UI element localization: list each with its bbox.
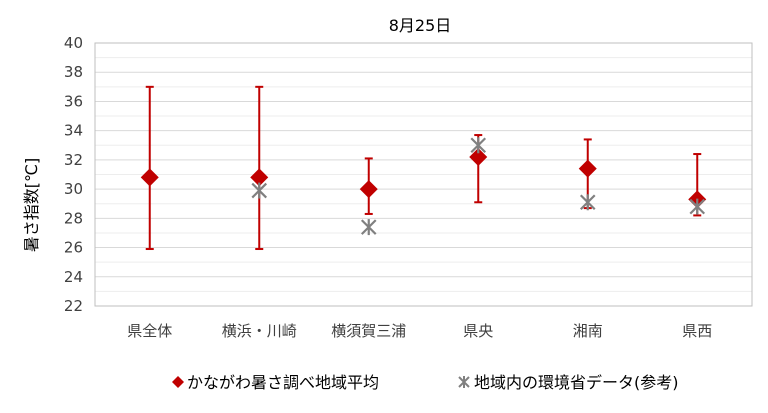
x-tick-label: 横浜・川崎 [222,322,297,340]
chart-title: 8月25日 [389,16,452,35]
error-bar [145,85,154,251]
point-ministry-data [360,219,377,236]
point-regional-average [578,159,597,178]
series-regional-average [140,147,707,209]
point-ministry-data [251,182,268,199]
series-ministry-data [251,137,706,236]
legend: かながわ暑さ調べ地域平均 地域内の環境省データ(参考) [172,373,679,392]
y-tick-labels: 22 24 26 28 30 32 34 36 38 40 [64,34,83,315]
legend-label-ministry-data: 地域内の環境省データ(参考) [474,373,679,392]
x-tick-label: 県西 [682,322,712,340]
point-ministry-data [579,194,596,211]
legend-star-icon [458,376,470,388]
error-bars [145,85,702,251]
plot-area-border [94,42,753,307]
error-bar [255,85,264,251]
x-tick-label: 県全体 [127,322,172,340]
point-regional-average [469,147,488,166]
legend-label-regional-average: かながわ暑さ調べ地域平均 [187,373,379,392]
y-tick-label: 26 [64,239,83,257]
y-tick-label: 30 [64,180,83,198]
point-ministry-data [470,137,487,154]
x-tick-label: 湘南 [573,322,603,340]
x-tick-labels: 県全体 横浜・川崎 横須賀三浦 県央 湘南 県西 [127,322,712,340]
minor-gridlines [95,57,752,292]
legend-diamond-icon [172,376,184,388]
point-regional-average [250,168,269,187]
x-tick-label: 県央 [463,322,493,340]
y-tick-label: 28 [64,209,83,227]
y-tick-label: 36 [64,92,83,110]
y-tick-label: 40 [64,34,83,52]
y-tick-label: 22 [64,297,83,315]
point-regional-average [140,168,159,187]
x-tick-label: 横須賀三浦 [331,322,406,340]
y-tick-label: 32 [64,151,83,169]
point-ministry-data [689,198,706,215]
y-tick-label: 34 [64,122,83,140]
y-axis-label: 暑さ指数[℃] [22,158,41,252]
y-tick-label: 24 [64,268,83,286]
y-tick-label: 38 [64,63,83,81]
point-regional-average [359,180,378,199]
major-gridlines [95,71,752,278]
